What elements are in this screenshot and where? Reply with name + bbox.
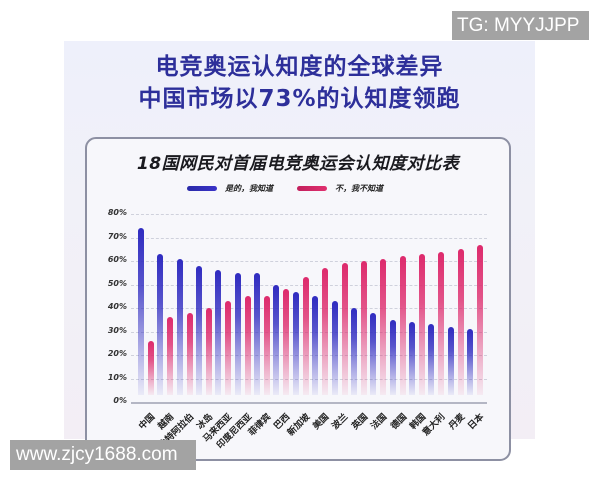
bar-no	[322, 268, 329, 395]
bar-yes	[254, 272, 261, 395]
legend-label-yes: 是的，我知道	[225, 184, 273, 193]
bar-yes	[331, 300, 338, 395]
bar-yes	[273, 284, 280, 395]
bar-yes	[176, 258, 183, 395]
bar-yes	[312, 296, 319, 395]
legend-item-no: 不，我不知道	[297, 183, 383, 194]
bar-no	[380, 258, 387, 395]
gridline	[131, 355, 487, 356]
bar-no	[418, 253, 425, 395]
gridline	[131, 237, 487, 239]
x-tick-label: 中国	[137, 412, 158, 432]
watermark-top-right: TG: MYYJJPP	[452, 11, 589, 40]
infographic-panel: 电竞奥运认知度的全球差异 中国市场以73%的认知度领跑 18国网民对首届电竞奥运…	[64, 41, 535, 461]
legend-swatch-yes	[187, 186, 217, 191]
bar-yes	[447, 326, 454, 395]
bar-yes	[157, 253, 164, 395]
y-tick-label: 10%	[107, 372, 127, 382]
x-axis-line	[131, 402, 487, 404]
bar-no	[283, 289, 290, 395]
headline-line-1: 电竞奥运认知度的全球差异	[155, 54, 444, 80]
bar-no	[167, 317, 174, 395]
y-tick-label: 0%	[113, 396, 127, 405]
x-tick-label: 美国	[311, 412, 332, 432]
bar-yes	[466, 329, 473, 395]
bar-no	[399, 256, 406, 395]
y-tick-label: 70%	[107, 231, 127, 241]
gridline	[131, 214, 487, 215]
watermark-bottom-left: www.zjcy1688.com	[10, 440, 196, 470]
headline-line-2: 中国市场以73%的认知度领跑	[138, 86, 461, 112]
bar-yes	[215, 270, 222, 395]
bar-no	[264, 296, 271, 395]
legend-swatch-no	[297, 186, 327, 191]
bar-no	[360, 261, 367, 395]
bar-yes	[234, 272, 241, 395]
bar-no	[206, 308, 213, 395]
bar-no	[476, 244, 483, 395]
bar-no	[302, 277, 309, 395]
y-tick-label: 60%	[107, 255, 127, 264]
bar-no	[457, 249, 464, 395]
bar-no	[244, 296, 251, 395]
gridline	[131, 331, 487, 333]
plot-area: 0% 10% 20% 30% 40% 50% 60% 70% 80% 中国 越南 沙特阿拉伯 冰岛 马来西…	[87, 139, 509, 459]
bar-no	[341, 263, 348, 395]
chart-legend: 是的，我知道 不，我不知道	[87, 183, 509, 195]
x-tick-label: 日本	[466, 412, 487, 432]
bar-yes	[428, 324, 435, 395]
legend-label-no: 不，我不知道	[335, 184, 383, 193]
legend-item-yes: 是的，我知道	[187, 183, 273, 194]
x-tick-label: 德国	[388, 412, 409, 432]
chart-title: 18国网民对首届电竞奥运会认知度对比表	[136, 154, 460, 174]
y-tick-label: 20%	[107, 349, 127, 358]
headline: 电竞奥运认知度的全球差异 中国市场以73%的认知度领跑	[64, 51, 535, 115]
bar-no	[225, 300, 232, 395]
bar-no	[438, 251, 445, 395]
y-tick-label: 40%	[107, 302, 127, 311]
bar-yes	[138, 228, 144, 395]
bar-yes	[370, 312, 377, 395]
gridline	[131, 261, 487, 262]
y-tick-label: 80%	[107, 208, 127, 217]
bar-yes	[196, 265, 203, 395]
x-tick-label: 英国	[350, 412, 371, 432]
bar-no	[186, 312, 193, 395]
chart-card: 18国网民对首届电竞奥运会认知度对比表 是的，我知道 不，我不知道 0% 10% 2…	[85, 137, 511, 461]
x-tick-label: 法国	[369, 412, 390, 432]
y-tick-label: 30%	[107, 325, 127, 335]
bar-yes	[389, 319, 396, 395]
bar-yes	[408, 322, 415, 395]
gridline	[131, 308, 487, 309]
x-tick-label: 丹麦	[446, 412, 467, 432]
gridline	[131, 284, 487, 286]
gridline	[131, 378, 487, 380]
x-tick-label: 波兰	[330, 412, 351, 432]
bar-yes	[350, 308, 357, 395]
bar-yes	[292, 291, 299, 395]
bar-no	[148, 340, 154, 395]
y-tick-label: 50%	[107, 278, 127, 288]
